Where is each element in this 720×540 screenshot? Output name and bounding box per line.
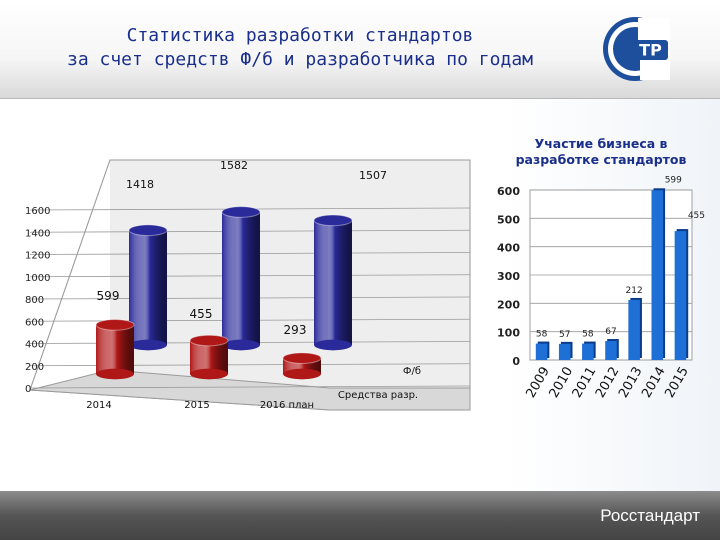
data-label: 58 <box>582 330 594 340</box>
chart-left-category: 2015 <box>184 400 209 411</box>
data-label: 212 <box>626 286 643 296</box>
bar-back-2016 план <box>313 214 353 351</box>
series-label-developer: Средства разр. <box>338 390 418 401</box>
rst-logo-icon: TP <box>603 17 670 81</box>
data-label: 58 <box>536 330 548 340</box>
data-label: 67 <box>605 327 616 337</box>
bar-2015 <box>674 231 687 360</box>
chart-left-ytick: 400 <box>25 340 44 351</box>
page-title: Статистика разработки стандартов за счет… <box>40 24 560 72</box>
chart-left-ytick: 1400 <box>25 228 50 239</box>
bar-2012 <box>605 341 617 360</box>
bar-2014 <box>651 190 664 360</box>
chart-left-ytick: 1600 <box>25 206 50 217</box>
footer-label: Росстандарт <box>600 506 700 525</box>
chart-left-edge <box>29 159 111 391</box>
chart-left-category: 2014 <box>86 400 111 411</box>
chart-right-ytick: 0 <box>512 355 520 368</box>
bar-front-2016 план <box>282 352 322 380</box>
header: Статистика разработки стандартов за счет… <box>0 0 720 99</box>
bar-2013 <box>628 299 640 360</box>
data-label-back: 1582 <box>220 159 248 172</box>
chart-right-ytick: 400 <box>497 242 520 255</box>
data-label-front: 455 <box>190 307 213 321</box>
chart-left-ytick: 0 <box>25 384 31 395</box>
chart-right-ytick: 500 <box>497 213 520 226</box>
chart-left-gridline <box>29 385 471 389</box>
chart-right-ytick: 100 <box>497 327 520 340</box>
data-label-front: 293 <box>284 323 307 337</box>
chart-left-ytick: 1200 <box>25 251 50 262</box>
chart-left-ytick: 1000 <box>25 273 50 284</box>
bar-2010 <box>558 343 571 360</box>
bar-2011 <box>582 343 594 360</box>
data-label-back: 1418 <box>126 178 154 191</box>
chart-left-ytick: 800 <box>25 295 44 306</box>
series-label-fb: Ф/б <box>403 366 421 377</box>
page-title-line1: Статистика разработки стандартов <box>126 25 474 46</box>
bar-2009 <box>535 343 548 360</box>
chart-right-ytick: 600 <box>497 185 520 198</box>
page-title-line2: за счет средств Ф/б и разработчика по го… <box>67 49 533 70</box>
chart-left-ytick: 600 <box>25 317 44 328</box>
data-label-back: 1507 <box>359 169 387 182</box>
data-label: 57 <box>559 330 570 340</box>
bar-back-2015 <box>221 206 261 351</box>
data-label: 599 <box>665 175 682 185</box>
chart-right-ytick: 200 <box>497 298 520 311</box>
footer: Росстандарт <box>0 491 720 540</box>
bar-front-2014 <box>95 319 135 380</box>
logo-text: TP <box>639 41 662 60</box>
bar-front-2015 <box>189 334 229 380</box>
chart-right-title: Участие бизнеса в разработке стандартов <box>515 136 687 167</box>
data-label: 455 <box>688 211 705 221</box>
chart-left-ytick: 200 <box>25 362 44 373</box>
chart-right-ytick: 300 <box>497 270 520 283</box>
data-label-front: 599 <box>97 289 120 303</box>
chart-right-category: 2015 <box>662 365 692 401</box>
bar-back-2014 <box>128 224 168 351</box>
chart-left-category: 2016 план <box>260 400 314 411</box>
